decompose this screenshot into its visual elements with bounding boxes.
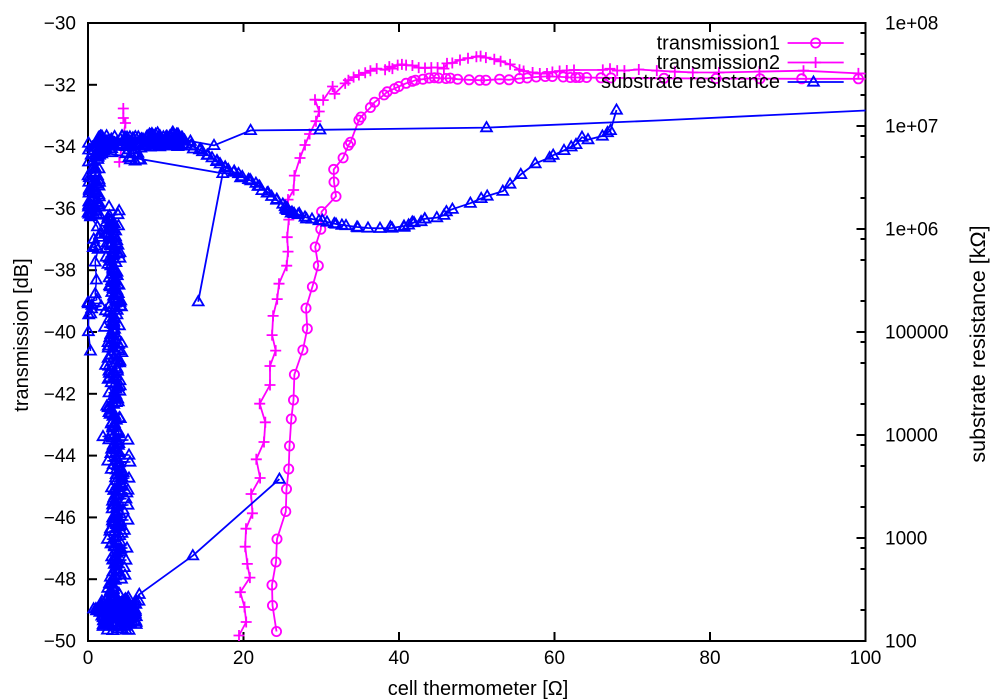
svg-text:substrate resistance: substrate resistance: [601, 71, 780, 93]
svg-text:40: 40: [388, 648, 409, 669]
svg-text:100000: 100000: [885, 323, 948, 344]
svg-text:−50: −50: [44, 632, 76, 653]
svg-text:60: 60: [544, 648, 565, 669]
svg-text:transmission1: transmission1: [657, 33, 780, 55]
svg-text:−32: −32: [44, 75, 76, 96]
svg-text:1e+06: 1e+06: [885, 220, 938, 241]
svg-text:−34: −34: [44, 137, 77, 158]
svg-text:100: 100: [850, 648, 882, 669]
svg-text:cell thermometer [Ω]: cell thermometer [Ω]: [388, 678, 569, 700]
svg-text:−40: −40: [44, 323, 76, 344]
svg-text:1e+08: 1e+08: [885, 14, 938, 35]
svg-text:−36: −36: [44, 199, 76, 220]
svg-text:1e+07: 1e+07: [885, 117, 938, 138]
svg-text:−42: −42: [44, 384, 76, 405]
svg-text:−48: −48: [44, 570, 76, 591]
svg-text:−44: −44: [44, 446, 77, 467]
svg-text:−46: −46: [44, 508, 76, 529]
svg-text:transmission [dB]: transmission [dB]: [11, 258, 33, 411]
svg-text:−38: −38: [44, 261, 76, 282]
svg-text:−30: −30: [44, 14, 76, 35]
svg-text:0: 0: [83, 648, 94, 669]
svg-text:transmission2: transmission2: [657, 52, 780, 74]
svg-text:10000: 10000: [885, 426, 938, 447]
svg-text:100: 100: [885, 632, 917, 653]
svg-text:substrate resistance [kΩ]: substrate resistance [kΩ]: [966, 225, 990, 462]
svg-text:80: 80: [699, 648, 720, 669]
svg-text:20: 20: [233, 648, 254, 669]
svg-text:1000: 1000: [885, 529, 927, 550]
